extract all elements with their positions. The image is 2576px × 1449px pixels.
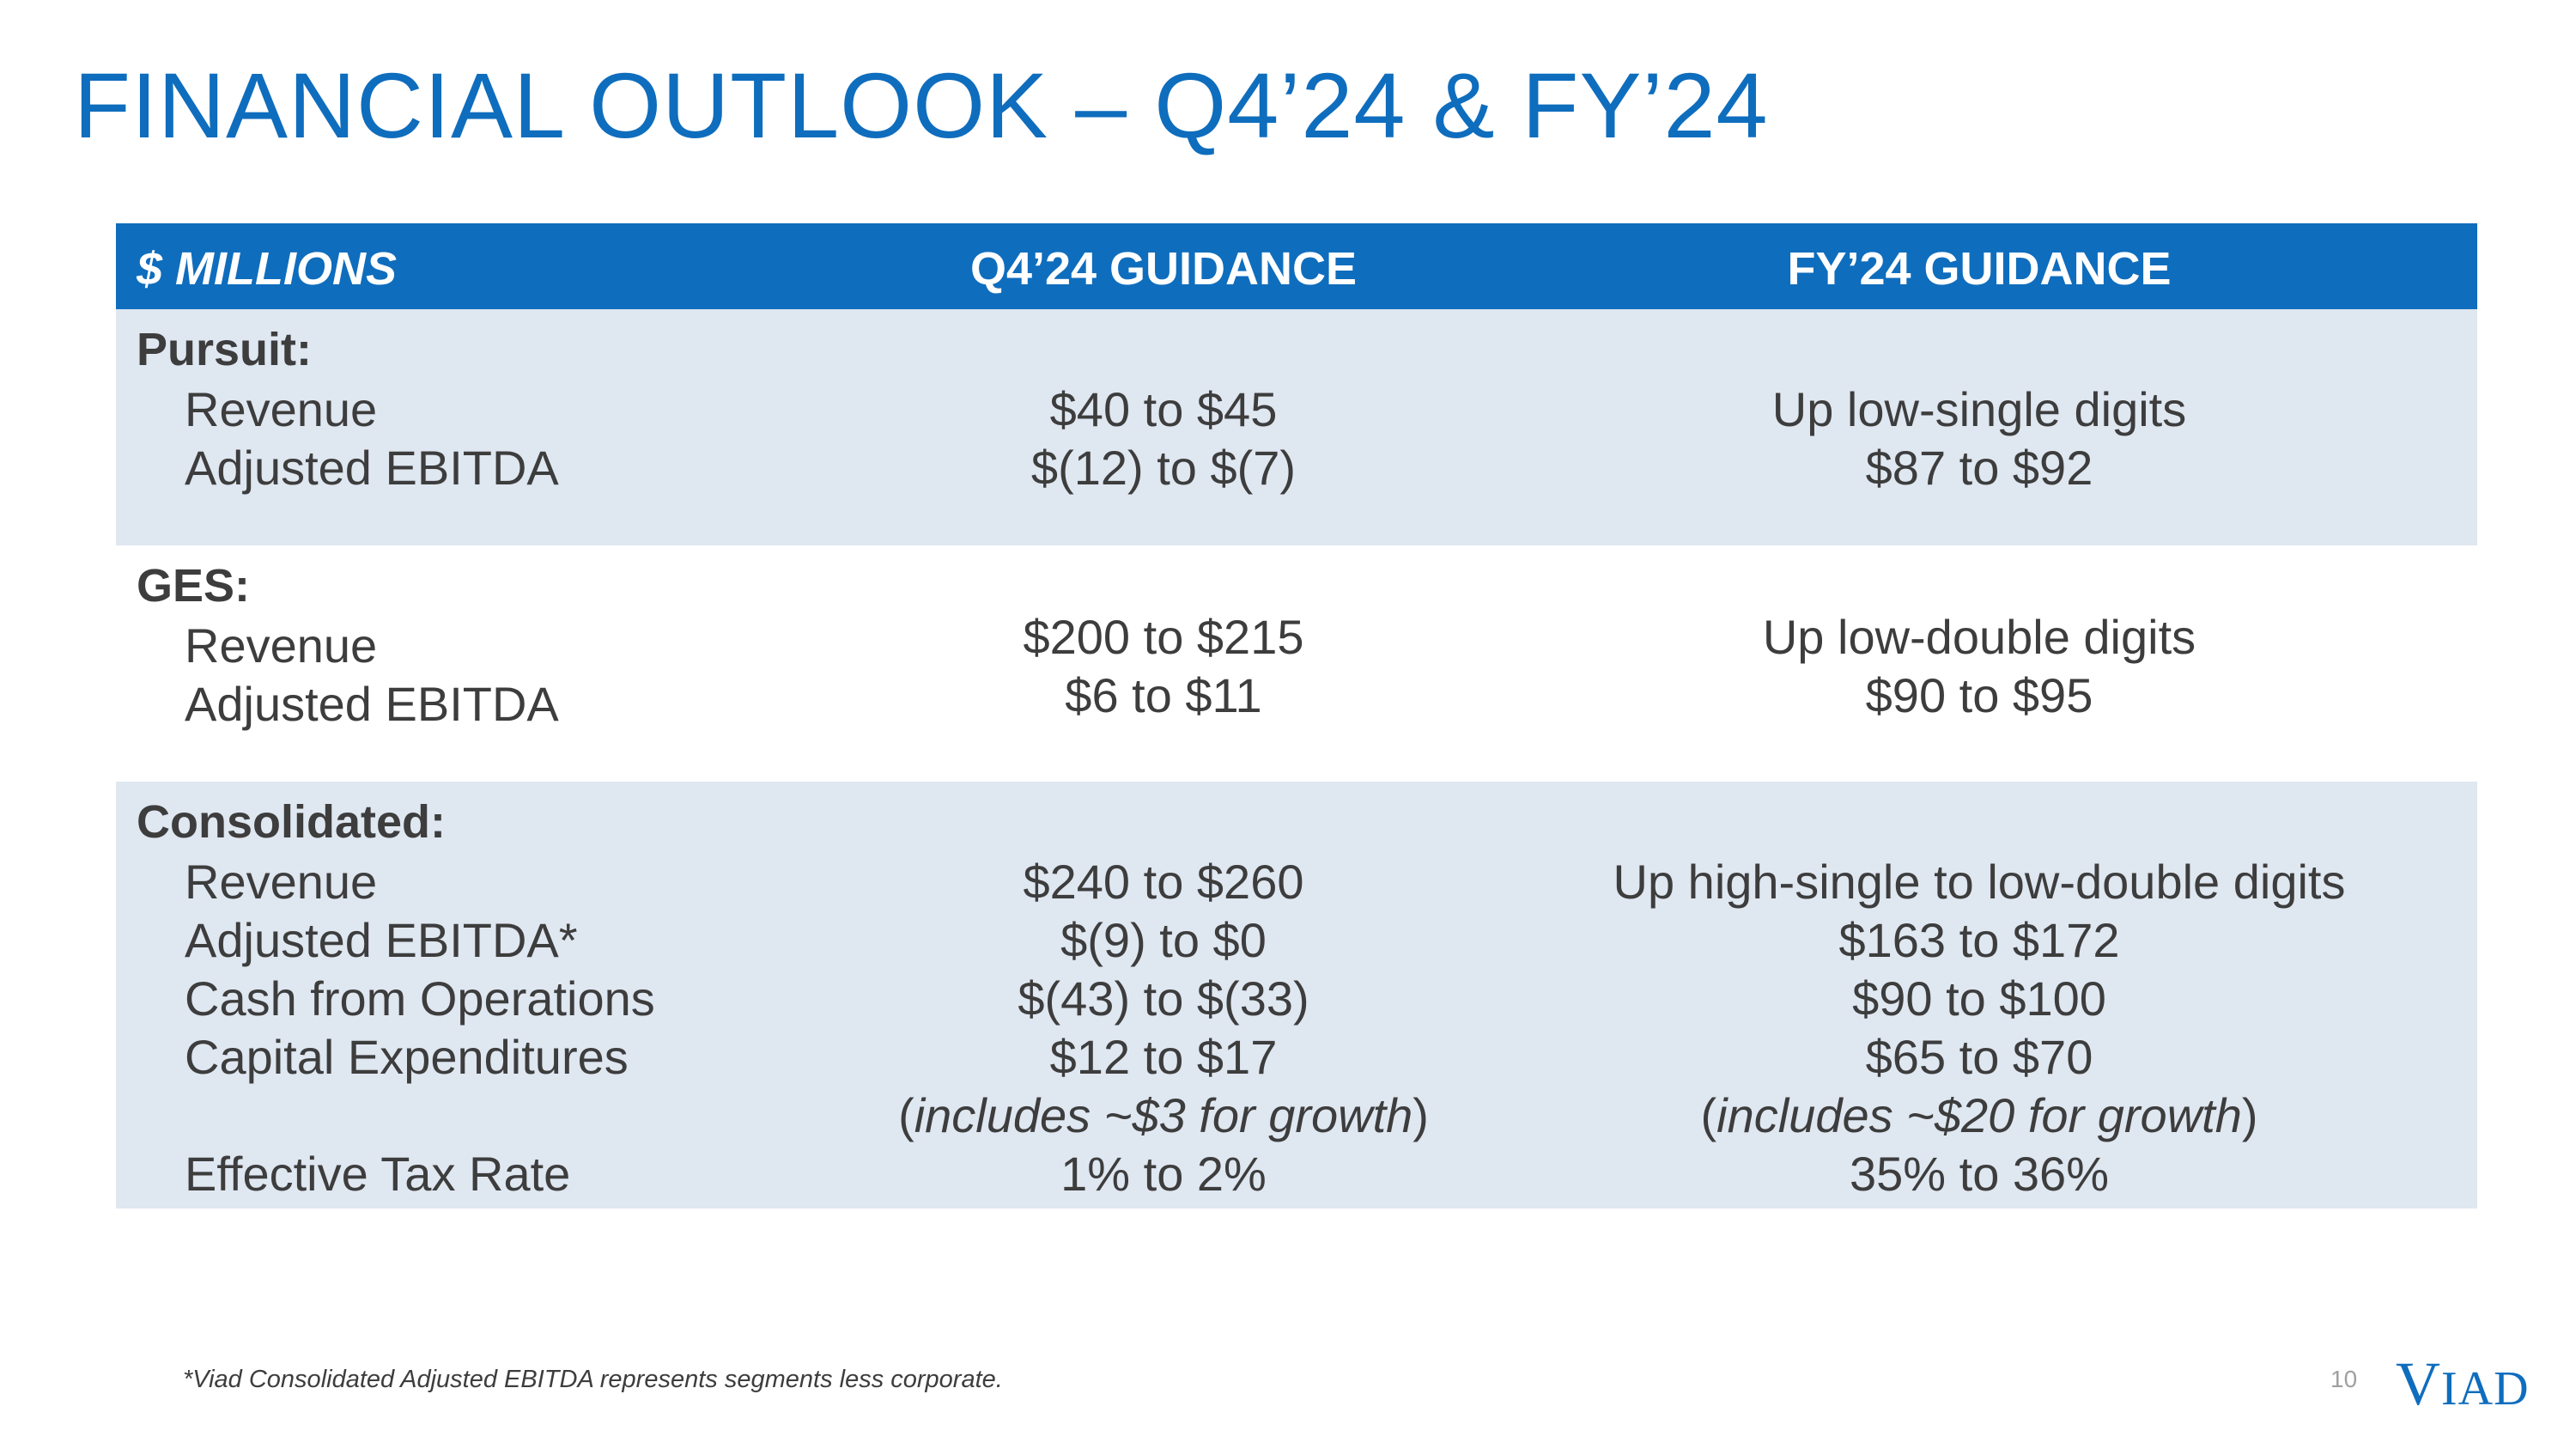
table-row: $6 to $11 $90 to $95 <box>116 667 2477 726</box>
page-number: 10 <box>2330 1366 2358 1392</box>
table-row: Effective Tax Rate 1% to 2% 35% to 36% <box>116 1146 2477 1204</box>
table-row: (includes ~$3 for growth) (includes ~$20… <box>116 1087 2477 1146</box>
footnote: *Viad Consolidated Adjusted EBITDA repre… <box>183 1366 1003 1393</box>
q4-value: $12 to $17 <box>1049 1030 1278 1084</box>
table-row: Cash from Operations $(43) to $(33) $90 … <box>116 971 2477 1029</box>
q4-value: $(43) to $(33) <box>1018 971 1309 1026</box>
table-row: Revenue $240 to $260 Up high-single to l… <box>116 854 2477 912</box>
q4-capex-note-text: includes ~$3 for growth <box>914 1088 1413 1142</box>
row-label: Revenue <box>185 855 378 909</box>
fy-value: $87 to $92 <box>1865 441 2093 495</box>
q4-value: 1% to 2% <box>1060 1147 1267 1201</box>
fy-value: Up low-single digits <box>1771 382 2187 436</box>
header-millions: $ MILLIONS <box>137 243 398 295</box>
table-row: Revenue $40 to $45 Up low-single digits <box>116 381 2477 440</box>
row-label: Adjusted EBITDA <box>185 441 559 495</box>
viad-logo: VIAD <box>2396 1349 2530 1420</box>
guidance-table: $ MILLIONS Q4’24 GUIDANCE FY’24 GUIDANCE… <box>116 223 2477 1209</box>
section-label-ges: GES: <box>137 560 251 612</box>
fy-value: Up low-double digits <box>1762 610 2196 664</box>
row-label: Cash from Operations <box>185 971 655 1026</box>
table-row: Adjusted EBITDA $(12) to $(7) $87 to $92 <box>116 440 2477 498</box>
fy-value: $163 to $172 <box>1838 913 2120 967</box>
q4-value: $(9) to $0 <box>1060 913 1267 967</box>
row-label: Adjusted EBITDA* <box>185 913 578 967</box>
fy-value: $90 to $95 <box>1865 668 2093 722</box>
row-label: Revenue <box>185 618 378 673</box>
row-label: Adjusted EBITDA <box>185 677 559 731</box>
row-label: Revenue <box>185 382 378 436</box>
header-fy-guidance: FY’24 GUIDANCE <box>1787 243 2172 295</box>
fy-value: $65 to $70 <box>1865 1030 2093 1084</box>
q4-value: $(12) to $(7) <box>1030 441 1297 495</box>
table-row: $200 to $215 Up low-double digits <box>116 609 2477 667</box>
fy-capex-note-text: includes ~$20 for growth <box>1716 1088 2242 1142</box>
fy-value: 35% to 36% <box>1850 1147 2109 1201</box>
fy-value: Up high-single to low-double digits <box>1613 855 2346 909</box>
q4-value: $6 to $11 <box>1065 668 1262 722</box>
table-row: Capital Expenditures $12 to $17 $65 to $… <box>116 1029 2477 1087</box>
section-pursuit: Pursuit: Revenue $40 to $45 Up low-singl… <box>116 309 2477 545</box>
fy-capex-note: (includes ~$20 for growth) <box>1700 1088 2258 1142</box>
q4-value: $200 to $215 <box>1023 610 1304 664</box>
q4-capex-note: (includes ~$3 for growth) <box>898 1088 1429 1142</box>
row-label: Effective Tax Rate <box>185 1147 571 1201</box>
logo-letters-iad: IAD <box>2441 1362 2530 1416</box>
section-label-consolidated: Consolidated: <box>137 796 446 848</box>
logo-letter-v: V <box>2396 1349 2441 1418</box>
section-label-pursuit: Pursuit: <box>137 324 313 375</box>
header-q4-guidance: Q4’24 GUIDANCE <box>969 243 1358 295</box>
row-label: Capital Expenditures <box>185 1030 629 1084</box>
table-row: Adjusted EBITDA* $(9) to $0 $163 to $172 <box>116 912 2477 971</box>
page-title: FINANCIAL OUTLOOK – Q4’24 & FY’24 <box>74 53 1769 157</box>
section-ges: GES: Revenue Adjusted EBITDA $200 to $21… <box>116 545 2477 782</box>
table-row: Adjusted EBITDA <box>116 676 2477 734</box>
table-header: $ MILLIONS Q4’24 GUIDANCE FY’24 GUIDANCE <box>116 223 2477 309</box>
table-row: Revenue <box>116 618 2477 676</box>
fy-value: $90 to $100 <box>1852 971 2106 1026</box>
q4-value: $240 to $260 <box>1023 855 1304 909</box>
q4-value: $40 to $45 <box>1049 382 1278 436</box>
section-consolidated: Consolidated: Revenue $240 to $260 Up hi… <box>116 782 2477 1209</box>
